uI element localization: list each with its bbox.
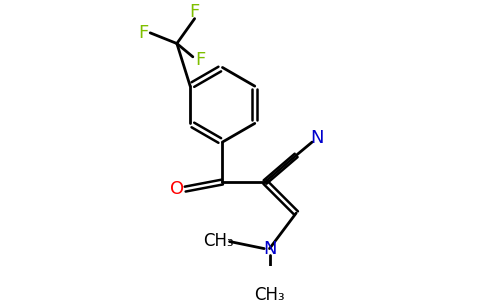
Text: F: F [195, 51, 205, 69]
Text: O: O [170, 180, 184, 198]
Text: CH₃: CH₃ [254, 286, 285, 300]
Text: CH₃: CH₃ [203, 232, 233, 250]
Text: N: N [310, 129, 323, 147]
Text: F: F [190, 2, 200, 20]
Text: N: N [263, 240, 276, 258]
Text: F: F [138, 24, 148, 42]
